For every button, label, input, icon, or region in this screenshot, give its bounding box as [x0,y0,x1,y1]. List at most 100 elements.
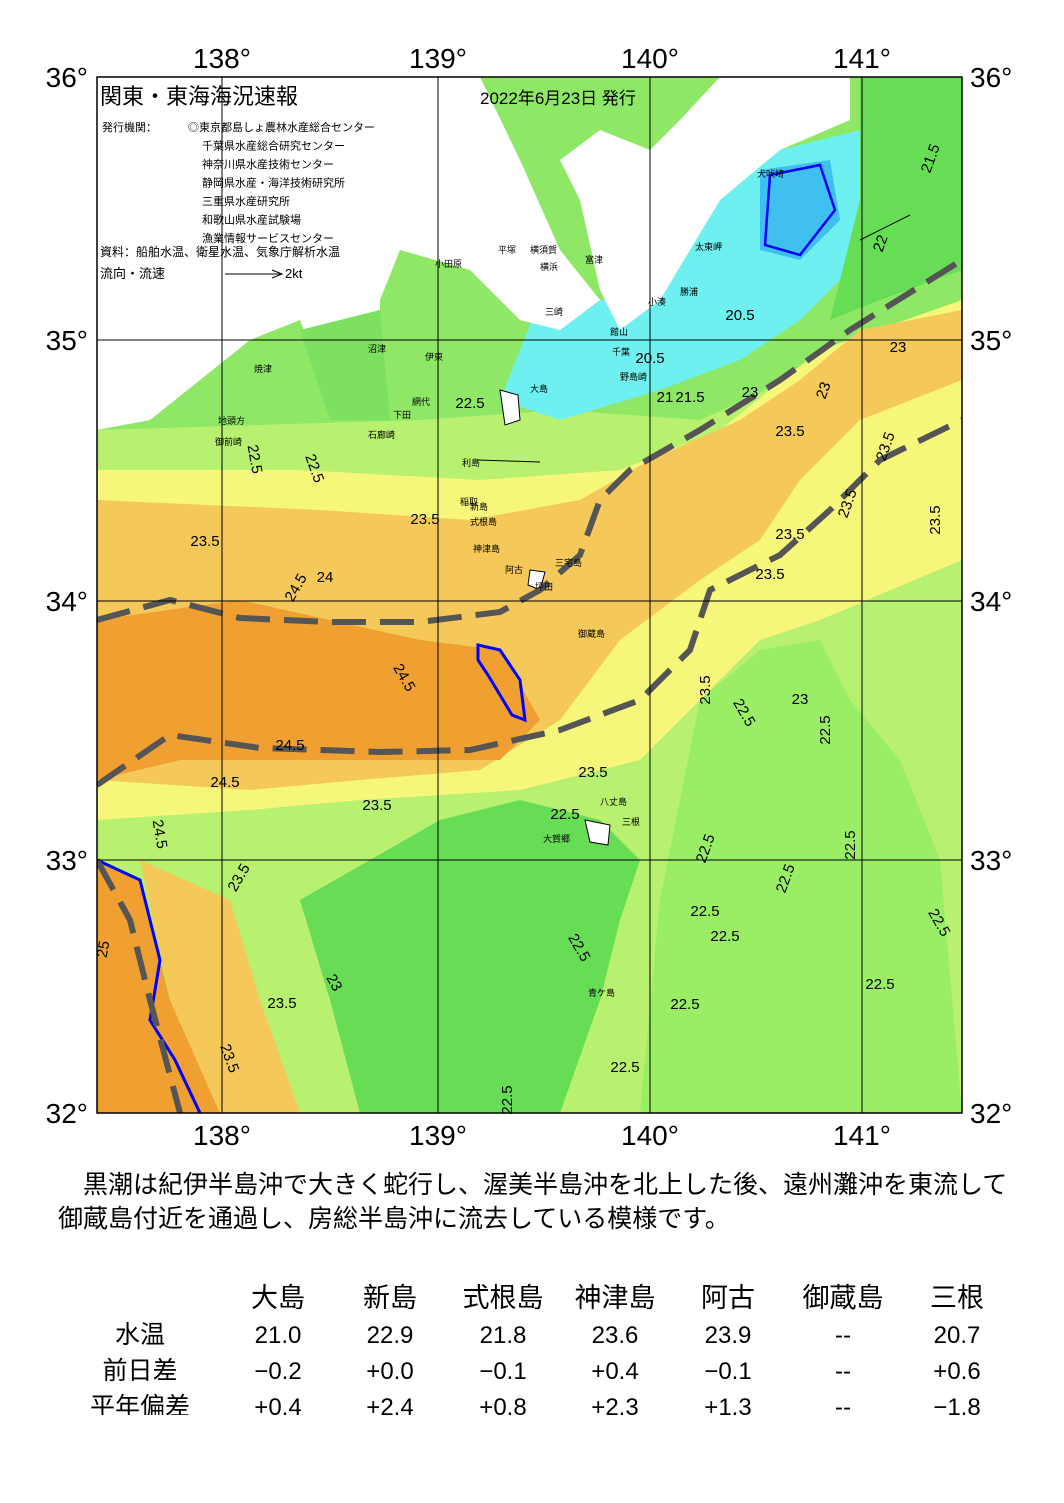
lon-label: 139° [409,1120,467,1151]
contour-label: 23.5 [267,995,296,1012]
contour-label: 22.5 [455,395,484,412]
contour-label: 22 [870,233,892,254]
contour-label: 22.5 [550,806,579,823]
place-name: 神津島 [473,543,500,554]
contour-label: 22.5 [842,830,859,859]
contour-label: 24.5 [210,774,239,791]
place-name: 稲取 [460,496,478,507]
issuer: 神奈川県水産技術センター [202,157,334,171]
place-name: 阿古 [505,564,523,575]
contour-label: 22.5 [817,715,834,744]
issuer: 三重県水産研究所 [202,194,290,208]
contour-label: 24.5 [149,818,171,850]
lat-label: 36° [46,62,88,93]
column-header: 大島 [251,1283,305,1313]
lon-label: 140° [621,43,679,74]
place-name: 利島 [462,457,480,468]
place-name: 三崎 [545,306,563,317]
place-name: 平塚 [498,245,516,255]
place-name: 下田 [393,410,411,420]
place-name: 八丈島 [600,796,627,807]
cell: 23.6 [592,1322,639,1349]
contour-label: 22.5 [610,1059,639,1076]
cell: 21.0 [255,1322,302,1349]
place-name: 青ケ島 [588,987,615,998]
contour-label: 23.5 [755,566,784,583]
cell: 21.8 [480,1322,527,1349]
cell: +0.6 [933,1358,980,1385]
column-header: 新島 [363,1283,417,1313]
place-name: 石廊崎 [368,429,395,440]
contour-label: 23 [742,384,759,401]
contour-label: 23.5 [775,423,804,440]
column-header: 御蔵島 [803,1283,884,1313]
column-header: 阿古 [701,1283,755,1313]
cell: −0.1 [479,1358,526,1385]
lat-label: 32° [46,1098,88,1129]
place-name: 伊東 [425,351,443,362]
contour-label: 23 [322,971,345,994]
map-frame [96,76,963,1114]
contour-label: 21.5 [675,389,704,406]
lat-label: 33° [46,845,88,876]
row-label: 前日差 [102,1357,177,1385]
place-name: 焼津 [254,364,272,374]
place-name: 横浜 [540,261,558,272]
column-header: 神津島 [575,1283,656,1313]
place-name: 三宅島 [555,557,582,568]
place-name: 御蔵島 [578,628,605,639]
place-name: 富津 [585,254,603,265]
contour-label: 23.5 [410,511,439,528]
lat-label: 35° [46,325,88,356]
place-name: 小湊 [648,296,666,307]
issuer: ◎東京都島しょ農林水産総合センター [188,120,375,134]
contour-label: 20.5 [725,307,754,324]
place-name: 坪田 [535,582,553,592]
issuer: 和歌山県水産試験場 [202,213,301,227]
place-name: 式根島 [470,516,497,527]
place-name: 網代 [412,396,430,407]
date: 2022年6月23日 発行 [480,89,636,108]
lat-label: 34° [970,586,1012,617]
contour-label: 21 [657,389,674,406]
contour-label: 22.5 [690,903,719,920]
cell: +0.4 [591,1358,638,1385]
column-header: 式根島 [463,1283,544,1313]
place-name: 沼津 [368,344,386,354]
place-name: 横須賀 [530,244,557,255]
lat-label: 32° [970,1098,1012,1129]
cell: -- [835,1358,851,1385]
lon-label: 139° [409,43,467,74]
issuer: 静岡県水産・海洋技術研究所 [202,176,345,190]
issuer: 千葉県水産総合研究センター [202,139,345,153]
contour-label: 23 [792,691,809,708]
contour-label: 24.5 [275,737,304,754]
contour-label: 23 [890,339,907,356]
contour-label: 23.5 [927,505,944,534]
source: 資料：船舶水温、衛星水温、気象庁解析水温 [100,244,340,259]
cell: -- [835,1394,851,1415]
place-name: 太東岬 [695,241,722,252]
cell: −0.2 [254,1358,301,1385]
lat-label: 36° [970,62,1012,93]
graticule [97,77,962,1113]
place-name: 三根 [622,816,640,827]
contour-label: 25 [94,940,114,959]
row-label: 平年偏差 [90,1393,190,1415]
cell: 22.9 [367,1322,414,1349]
sea-temperature [97,77,962,1113]
flow-scale: 2kt [285,266,303,281]
cell: -- [835,1322,851,1349]
place-name: 大島 [530,383,548,394]
place-name: 千葉 [612,346,630,357]
place-name: 犬吠埼 [757,168,784,179]
issuer: 漁業情報サービスセンター [202,231,334,245]
lat-label: 33° [970,845,1012,876]
contour-label: 22.5 [499,1085,516,1114]
current-arrows [477,214,911,463]
lat-label: 34° [46,586,88,617]
lon-label: 138° [193,1120,251,1151]
cell: +1.3 [704,1394,751,1415]
